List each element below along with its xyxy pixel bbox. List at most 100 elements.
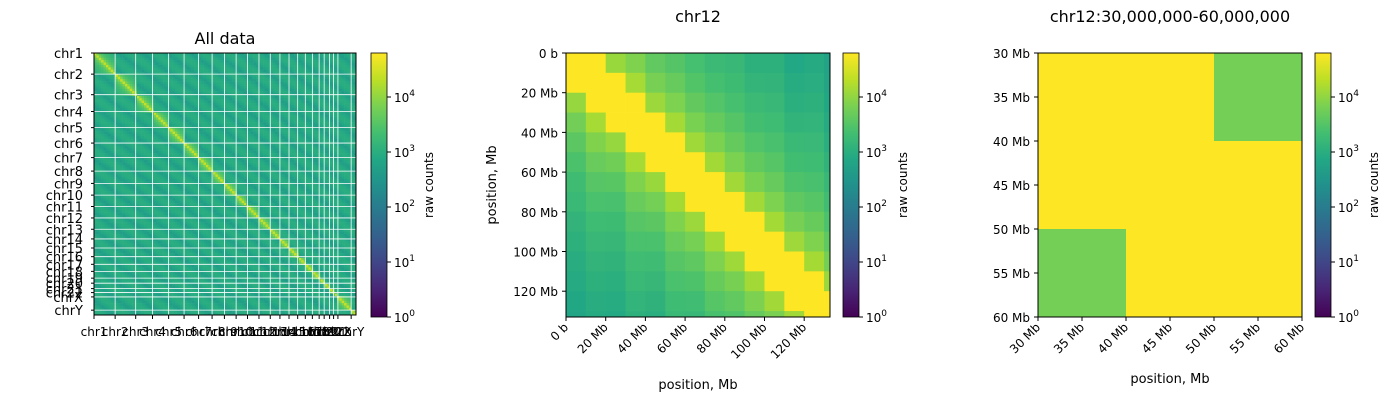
heatmap-cell xyxy=(205,55,209,59)
heatmap-cell xyxy=(108,133,111,137)
heatmap-cell xyxy=(146,95,150,99)
heatmap-cell xyxy=(344,129,347,132)
heatmap-cell xyxy=(170,129,173,132)
heatmap-cell xyxy=(163,60,166,63)
heatmap-cell xyxy=(148,112,152,116)
heatmap-cell xyxy=(179,91,183,94)
heatmap-cell xyxy=(155,131,159,135)
heatmap-cell xyxy=(241,103,245,106)
heatmap-cell xyxy=(270,119,273,123)
heatmap-cell xyxy=(215,95,219,99)
heatmap-cell xyxy=(196,141,200,144)
heatmap-cell xyxy=(222,103,226,106)
heatmap-cell xyxy=(320,57,323,61)
heatmap-cell xyxy=(253,74,257,78)
heatmap-cell xyxy=(265,129,269,132)
heatmap-cell xyxy=(348,98,352,101)
heatmap-cell xyxy=(170,143,173,147)
heatmap-cell xyxy=(144,55,147,59)
heatmap-cell xyxy=(208,122,212,125)
heatmap-cell xyxy=(122,148,126,151)
heatmap-cell xyxy=(241,95,245,99)
heatmap-cell xyxy=(158,126,161,130)
heatmap-cell xyxy=(129,160,133,163)
heatmap-cell xyxy=(227,129,231,132)
heatmap-cell xyxy=(182,157,185,161)
heatmap-cell xyxy=(277,150,281,154)
heatmap-cell xyxy=(239,53,242,56)
heatmap-cell xyxy=(148,122,152,125)
heatmap-cell xyxy=(215,81,219,85)
heatmap-cell xyxy=(227,55,231,59)
heatmap-cell xyxy=(291,79,295,82)
heatmap-cell xyxy=(253,72,257,75)
heatmap-cell xyxy=(198,114,202,118)
heatmap-cell xyxy=(170,141,173,144)
heatmap-cell xyxy=(339,157,343,161)
heatmap-cell xyxy=(146,60,150,63)
heatmap-cell xyxy=(165,122,169,125)
heatmap-cell xyxy=(184,145,188,149)
heatmap-cell xyxy=(327,122,331,125)
heatmap-cell xyxy=(284,88,288,92)
heatmap-cell xyxy=(120,88,123,92)
heatmap-cell xyxy=(248,64,252,68)
heatmap-cell xyxy=(201,95,204,99)
heatmap-cell xyxy=(105,107,109,111)
heatmap-cell xyxy=(225,105,228,109)
heatmap-cell xyxy=(258,100,262,104)
heatmap-cell xyxy=(158,62,161,66)
heatmap-cell xyxy=(298,119,302,123)
heatmap-cell xyxy=(227,81,231,85)
heatmap-cell xyxy=(113,160,116,163)
heatmap-cell xyxy=(201,157,204,161)
heatmap-cell xyxy=(155,157,159,161)
heatmap-cell xyxy=(320,76,323,80)
heatmap-cell xyxy=(165,91,169,94)
heatmap-cell xyxy=(215,83,219,87)
heatmap-cell xyxy=(263,98,266,101)
heatmap-cell xyxy=(272,103,276,106)
heatmap-cell xyxy=(205,105,209,109)
heatmap-cell xyxy=(174,157,178,161)
heatmap-cell xyxy=(144,107,147,111)
heatmap-cell xyxy=(163,53,166,56)
heatmap-cell xyxy=(282,150,285,154)
heatmap-cell xyxy=(98,100,102,104)
heatmap-cell xyxy=(315,98,319,101)
heatmap-cell xyxy=(208,72,212,75)
heatmap-cell xyxy=(222,57,226,61)
heatmap-cell xyxy=(113,79,116,82)
heatmap-cell xyxy=(298,129,302,132)
heatmap-cell xyxy=(220,133,223,137)
heatmap-cell xyxy=(189,119,192,123)
heatmap-cell xyxy=(217,105,221,109)
heatmap-cell xyxy=(179,150,183,154)
heatmap-cell xyxy=(172,67,176,70)
heatmap-cell xyxy=(344,141,347,144)
heatmap-cell xyxy=(141,67,145,70)
heatmap-cell xyxy=(203,88,207,92)
heatmap-cell xyxy=(117,157,121,161)
heatmap-cell xyxy=(108,126,111,130)
heatmap-cell xyxy=(141,76,145,80)
heatmap-cell xyxy=(236,53,240,56)
heatmap-cell xyxy=(201,83,204,87)
heatmap-cell xyxy=(232,81,235,85)
heatmap-cell xyxy=(105,160,109,163)
heatmap-cell xyxy=(155,129,159,132)
heatmap-cell xyxy=(215,74,219,78)
heatmap-cell xyxy=(305,131,309,135)
heatmap-cell xyxy=(127,150,131,154)
heatmap-cell xyxy=(267,107,271,111)
heatmap-cell xyxy=(241,145,245,149)
heatmap-cell xyxy=(129,67,133,70)
heatmap-cell xyxy=(129,141,133,144)
heatmap-cell xyxy=(189,148,192,151)
heatmap-cell xyxy=(286,129,290,132)
heatmap-cell xyxy=(117,100,121,104)
heatmap-cell xyxy=(120,69,123,73)
heatmap-cell xyxy=(113,119,116,123)
heatmap-cell xyxy=(334,114,338,118)
heatmap-cell xyxy=(167,107,171,111)
